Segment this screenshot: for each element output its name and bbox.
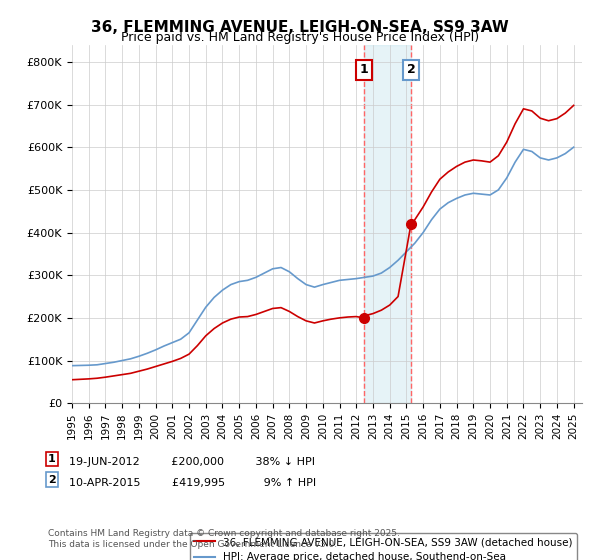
HPI: Average price, detached house, Southend-on-Sea: (2.01e+03, 2.88e+05): Average price, detached house, Southend-… [336, 277, 343, 284]
HPI: Average price, detached house, Southend-on-Sea: (2.01e+03, 2.98e+05): Average price, detached house, Southend-… [370, 273, 377, 279]
36, FLEMMING AVENUE, LEIGH-ON-SEA, SS9 3AW (detached house) [503, 139, 511, 146]
Text: 19-JUN-2012         £200,000         38% ↓ HPI: 19-JUN-2012 £200,000 38% ↓ HPI [69, 457, 315, 467]
Text: 1: 1 [359, 63, 368, 76]
36, FLEMMING AVENUE, LEIGH-ON-SEA, SS9 3AW (detached house) [562, 110, 569, 116]
Legend: 36, FLEMMING AVENUE, LEIGH-ON-SEA, SS9 3AW (detached house), HPI: Average price,: 36, FLEMMING AVENUE, LEIGH-ON-SEA, SS9 3… [190, 533, 577, 560]
Line: 36, FLEMMING AVENUE, LEIGH-ON-SEA, SS9 3AW (detached house): 36, FLEMMING AVENUE, LEIGH-ON-SEA, SS9 3… [72, 105, 574, 380]
36, FLEMMING AVENUE, LEIGH-ON-SEA, SS9 3AW (detached house) [68, 376, 76, 383]
Text: Price paid vs. HM Land Registry's House Price Index (HPI): Price paid vs. HM Land Registry's House … [121, 31, 479, 44]
HPI: Average price, detached house, Southend-on-Sea: (2.02e+03, 6e+05): Average price, detached house, Southend-… [570, 144, 577, 151]
36, FLEMMING AVENUE, LEIGH-ON-SEA, SS9 3AW (detached house) [570, 102, 577, 109]
Text: 2: 2 [407, 63, 415, 76]
HPI: Average price, detached house, Southend-on-Sea: (2e+03, 1.42e+05): Average price, detached house, Southend-… [169, 339, 176, 346]
Line: HPI: Average price, detached house, Southend-on-Sea: HPI: Average price, detached house, Sout… [72, 147, 574, 366]
Text: 1: 1 [48, 454, 56, 464]
36, FLEMMING AVENUE, LEIGH-ON-SEA, SS9 3AW (detached house) [370, 310, 377, 317]
36, FLEMMING AVENUE, LEIGH-ON-SEA, SS9 3AW (detached house) [169, 358, 176, 365]
36, FLEMMING AVENUE, LEIGH-ON-SEA, SS9 3AW (detached house) [110, 372, 118, 379]
HPI: Average price, detached house, Southend-on-Sea: (2.02e+03, 5.28e+05): Average price, detached house, Southend-… [503, 175, 511, 181]
Text: Contains HM Land Registry data © Crown copyright and database right 2025.
This d: Contains HM Land Registry data © Crown c… [48, 529, 400, 549]
Text: 10-APR-2015         £419,995           9% ↑ HPI: 10-APR-2015 £419,995 9% ↑ HPI [69, 478, 316, 488]
HPI: Average price, detached house, Southend-on-Sea: (2e+03, 1.65e+05): Average price, detached house, Southend-… [185, 329, 193, 336]
Bar [364, 45, 411, 403]
36, FLEMMING AVENUE, LEIGH-ON-SEA, SS9 3AW (detached house) [202, 333, 209, 339]
HPI: Average price, detached house, Southend-on-Sea: (2e+03, 8.8e+04): Average price, detached house, Southend-… [68, 362, 76, 369]
Text: 2: 2 [48, 475, 56, 485]
HPI: Average price, detached house, Southend-on-Sea: (2.01e+03, 2.88e+05): Average price, detached house, Southend-… [244, 277, 251, 284]
Text: 36, FLEMMING AVENUE, LEIGH-ON-SEA, SS9 3AW: 36, FLEMMING AVENUE, LEIGH-ON-SEA, SS9 3… [91, 20, 509, 35]
